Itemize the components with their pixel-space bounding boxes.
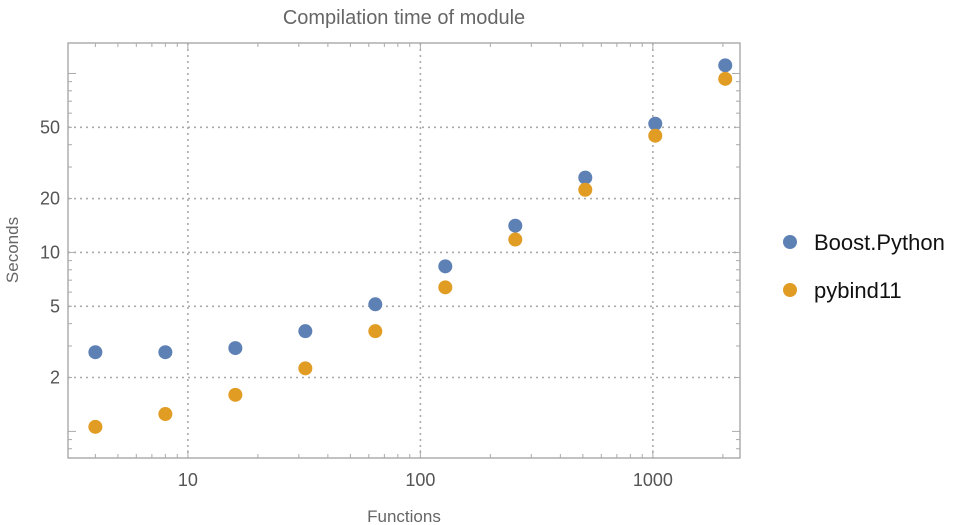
legend-label-boost-python: Boost.Python xyxy=(814,230,945,255)
data-point-boost-python xyxy=(718,58,733,73)
data-point-pybind11 xyxy=(158,407,173,422)
y-tick-label: 2 xyxy=(50,368,60,388)
x-tick-label: 1000 xyxy=(633,470,673,490)
data-point-pybind11 xyxy=(438,280,453,295)
y-tick-label: 5 xyxy=(50,296,60,316)
data-point-boost-python xyxy=(368,297,383,312)
data-point-boost-python xyxy=(298,324,313,339)
grid-lines xyxy=(68,43,740,458)
plot-frame xyxy=(67,42,741,459)
y-tick-label: 10 xyxy=(40,242,60,262)
data-point-pybind11 xyxy=(578,182,593,197)
y-axis-label: Seconds xyxy=(3,217,22,283)
data-point-pybind11 xyxy=(298,361,313,376)
data-point-pybind11 xyxy=(228,387,243,402)
data-point-pybind11 xyxy=(508,232,523,247)
data-point-boost-python xyxy=(648,116,663,131)
y-tick-label: 50 xyxy=(40,117,60,137)
chart-title: Compilation time of module xyxy=(283,7,525,29)
data-point-boost-python xyxy=(508,218,523,233)
y-tick-label: 20 xyxy=(40,189,60,209)
data-point-pybind11 xyxy=(718,71,733,86)
data-point-boost-python xyxy=(578,170,593,185)
data-point-pybind11 xyxy=(88,419,103,434)
axis-ticks: 10 100 1000 2 5 10 20 50 xyxy=(40,43,740,490)
data-point-boost-python xyxy=(228,341,243,356)
data-points xyxy=(88,58,733,434)
data-point-boost-python xyxy=(158,345,173,360)
legend-label-pybind11: pybind11 xyxy=(814,278,902,303)
x-axis-label: Functions xyxy=(367,507,441,525)
data-point-pybind11 xyxy=(368,324,383,339)
data-point-boost-python xyxy=(88,345,103,360)
data-point-pybind11 xyxy=(648,128,663,143)
x-tick-label: 10 xyxy=(178,470,198,490)
legend-marker-boost-python xyxy=(783,235,797,249)
legend-marker-pybind11 xyxy=(783,283,797,297)
x-tick-label: 100 xyxy=(405,470,435,490)
data-point-boost-python xyxy=(438,259,453,274)
legend: Boost.Python pybind11 xyxy=(783,230,945,303)
